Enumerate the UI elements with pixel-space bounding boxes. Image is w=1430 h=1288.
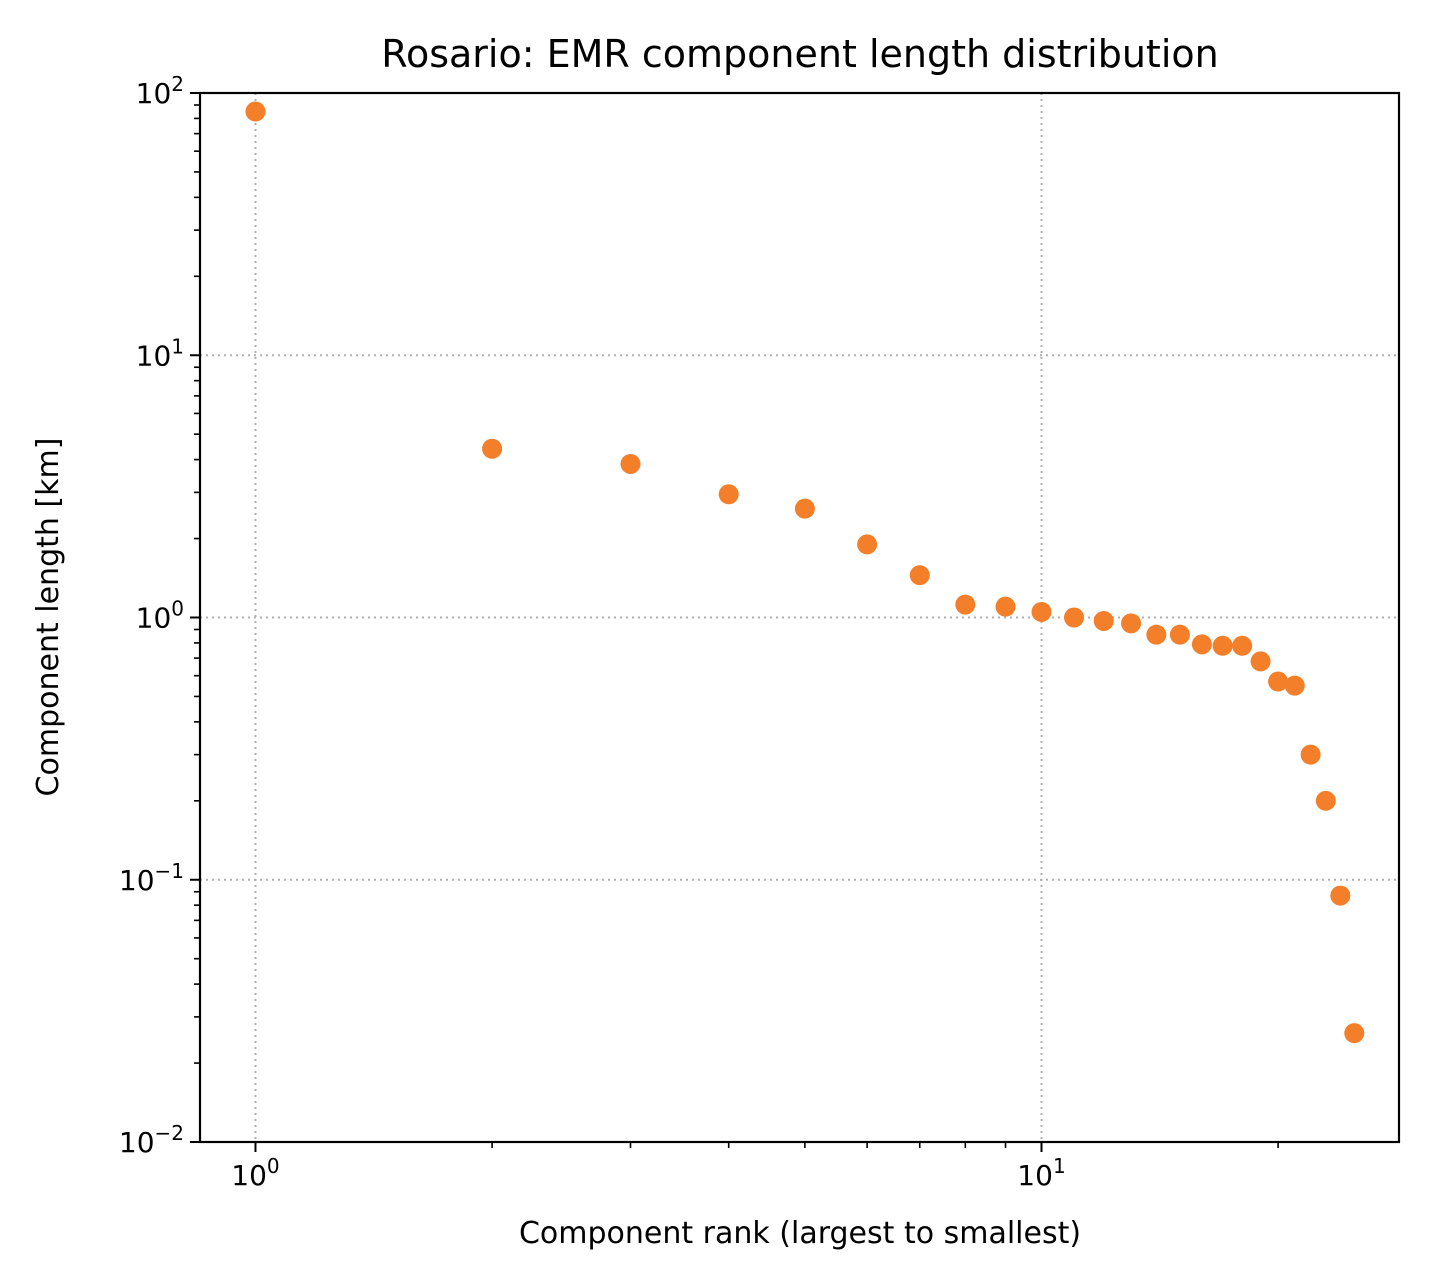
data-point	[1093, 610, 1114, 631]
data-point	[1344, 1023, 1365, 1044]
chart-title: Rosario: EMR component length distributi…	[381, 32, 1218, 76]
data-point	[857, 534, 878, 555]
data-points	[245, 101, 1365, 1044]
axis-ticks	[190, 92, 1279, 1152]
data-point	[1212, 635, 1233, 656]
y-tick-label: 10−2	[119, 1121, 184, 1159]
x-axis-label: Component rank (largest to smallest)	[519, 1216, 1081, 1251]
data-point	[1268, 671, 1289, 692]
data-point	[482, 438, 503, 459]
data-point	[995, 596, 1016, 617]
data-point	[1121, 613, 1142, 634]
data-point	[1300, 744, 1321, 765]
data-point	[1064, 607, 1085, 628]
data-point	[909, 565, 930, 586]
data-point	[1031, 601, 1052, 622]
data-point	[1284, 675, 1305, 696]
data-point	[1315, 790, 1336, 811]
data-point	[718, 484, 739, 505]
data-point	[1232, 635, 1253, 656]
y-axis-label: Component length [km]	[31, 438, 66, 797]
data-point	[620, 453, 641, 474]
data-point	[1250, 651, 1271, 672]
data-point	[1330, 885, 1351, 906]
grid-lines	[200, 93, 1399, 1142]
data-point	[955, 594, 976, 615]
data-point	[1146, 624, 1167, 645]
data-point	[1191, 634, 1212, 655]
data-point	[1169, 624, 1190, 645]
data-point	[245, 101, 266, 122]
data-point	[794, 498, 815, 519]
